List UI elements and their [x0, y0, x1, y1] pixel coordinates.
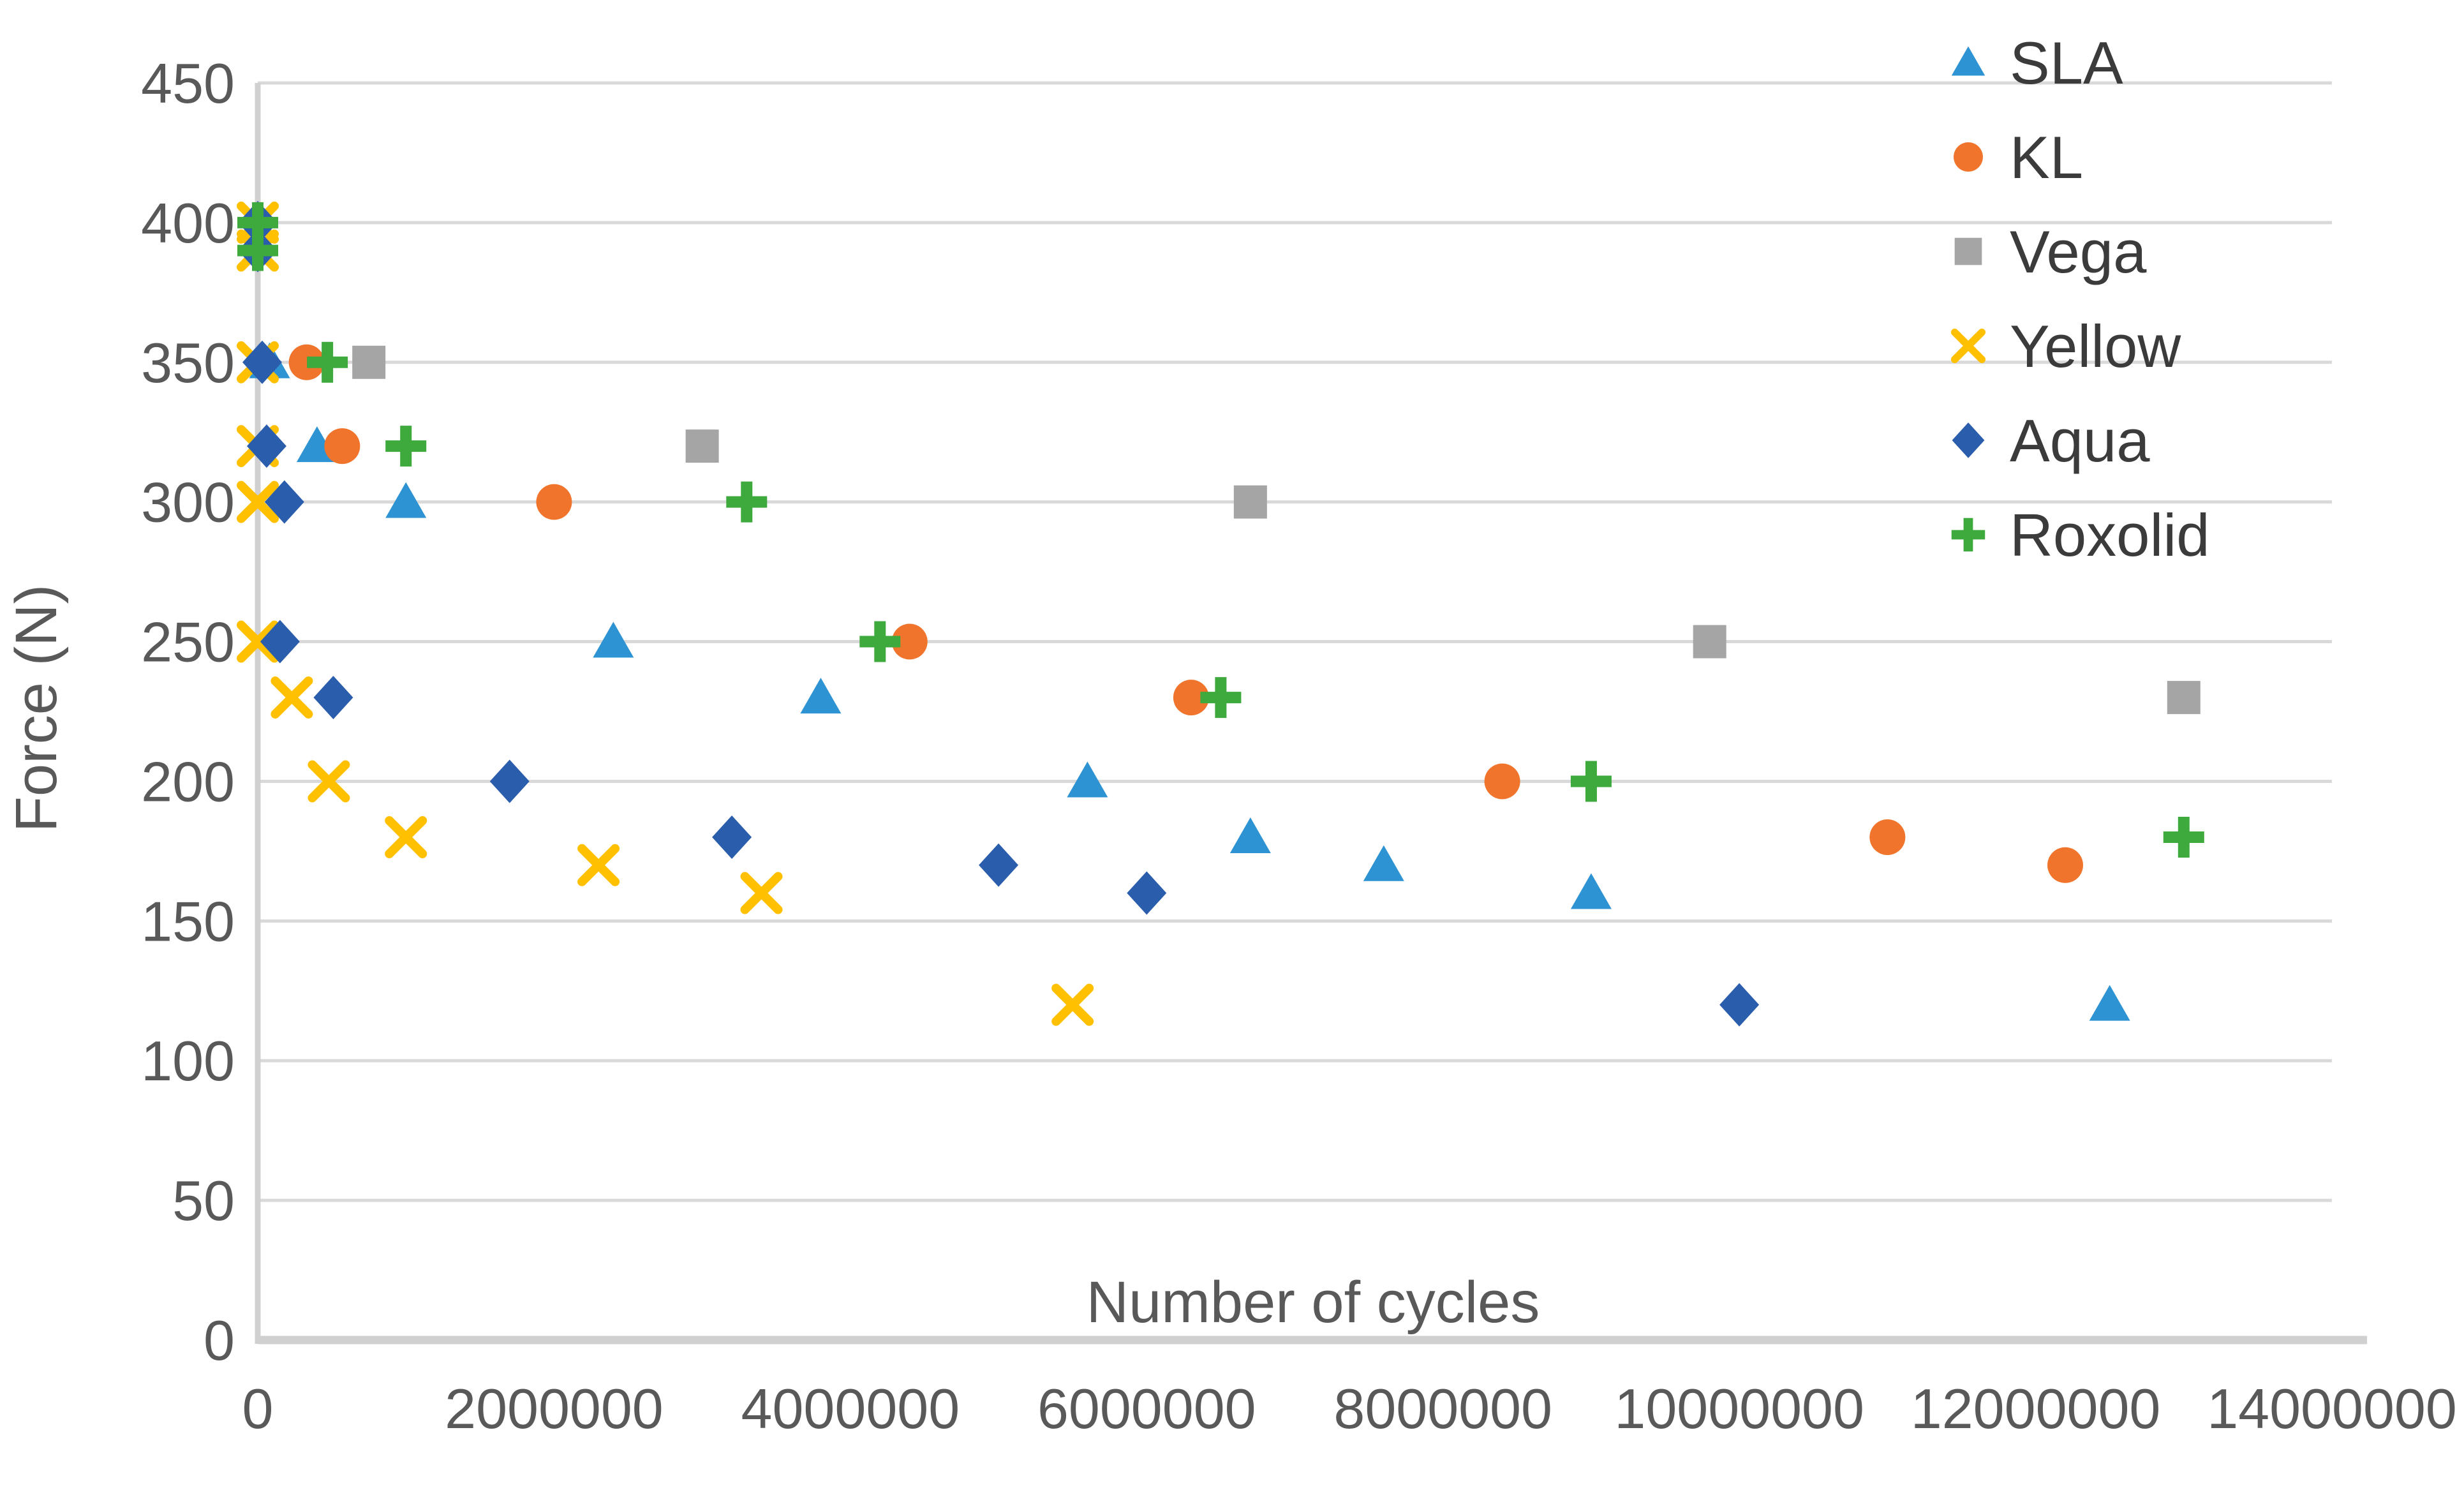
- x-tick-label: 4000000: [741, 1377, 960, 1440]
- data-point-vega: [1233, 485, 1267, 519]
- series-aqua: [238, 200, 1760, 1027]
- x-tick-label: 2000000: [445, 1377, 664, 1440]
- x-tick-label: 8000000: [1333, 1377, 1552, 1440]
- legend: SLA KL Vega Yellow Aqua Roxolid: [1950, 29, 2210, 569]
- legend-marker-sla: [1951, 46, 1985, 76]
- data-point-kl: [536, 484, 572, 520]
- data-point-kl: [2047, 847, 2084, 883]
- data-point-aqua: [1719, 983, 1760, 1027]
- y-tick-label: 300: [141, 471, 235, 534]
- data-point-kl: [1869, 819, 1906, 855]
- data-point-yellow: [740, 872, 783, 914]
- data-point-sla: [800, 678, 842, 714]
- tick-labels-layer: 0 50 100 150 200 250 300 350 400 450 0 2000000 40000…: [141, 52, 2457, 1440]
- legend-marker-roxolid: [1951, 518, 1985, 552]
- data-point-yellow: [577, 844, 620, 886]
- y-axis-title: Force (N): [4, 585, 69, 832]
- data-point-roxolid: [1200, 677, 1242, 719]
- data-point-vega: [352, 345, 386, 379]
- data-point-sla: [593, 622, 634, 658]
- data-point-aqua: [313, 676, 353, 720]
- legend-item-sla: SLA: [1951, 29, 2123, 96]
- x-tick-label: 14000000: [2207, 1377, 2457, 1440]
- x-tick-label: 0: [242, 1377, 274, 1440]
- data-point-yellow: [237, 480, 279, 523]
- data-point-aqua: [979, 843, 1019, 887]
- data-point-aqua: [246, 424, 286, 468]
- series-roxolid: [237, 202, 2204, 858]
- data-point-sla: [1067, 761, 1108, 798]
- data-point-roxolid: [385, 426, 427, 467]
- data-points-layer: [237, 200, 2204, 1027]
- legend-label-kl: KL: [2010, 124, 2083, 191]
- legend-label-aqua: Aqua: [2010, 407, 2150, 474]
- y-tick-label: 100: [141, 1029, 235, 1092]
- legend-marker-aqua: [1952, 422, 1985, 458]
- series-vega: [352, 345, 2201, 715]
- series-kl: [288, 344, 2084, 883]
- data-point-roxolid: [237, 230, 278, 271]
- legend-label-yellow: Yellow: [2010, 313, 2181, 380]
- axes-layer: [255, 83, 2367, 1344]
- legend-label-roxolid: Roxolid: [2010, 502, 2210, 569]
- data-point-yellow: [271, 676, 313, 719]
- legend-item-aqua: Aqua: [1952, 407, 2150, 474]
- legend-item-vega: Vega: [1954, 218, 2147, 285]
- data-point-sla: [2089, 985, 2130, 1021]
- data-point-kl: [1173, 680, 1209, 716]
- data-point-aqua: [242, 340, 282, 384]
- data-point-kl: [288, 344, 325, 380]
- data-point-yellow: [237, 620, 279, 663]
- legend-item-kl: KL: [1954, 124, 2083, 191]
- data-point-aqua: [1127, 871, 1167, 915]
- legend-marker-kl: [1954, 142, 1983, 172]
- data-point-aqua: [712, 816, 752, 859]
- data-point-roxolid: [726, 481, 768, 523]
- data-point-sla: [1570, 873, 1612, 909]
- data-point-yellow: [1051, 983, 1094, 1026]
- data-point-roxolid: [2163, 817, 2204, 858]
- x-tick-label: 6000000: [1037, 1377, 1256, 1440]
- legend-item-yellow: Yellow: [1950, 313, 2181, 380]
- series-yellow: [237, 201, 1094, 1026]
- legend-item-roxolid: Roxolid: [1951, 502, 2210, 569]
- data-point-roxolid: [307, 341, 348, 383]
- data-point-vega: [1693, 625, 1726, 659]
- legend-label-sla: SLA: [2010, 29, 2123, 96]
- y-tick-label: 250: [141, 611, 235, 674]
- data-point-sla: [385, 482, 427, 518]
- y-tick-label: 150: [141, 890, 235, 953]
- data-point-aqua: [264, 480, 304, 524]
- data-point-kl: [324, 428, 360, 465]
- x-tick-label: 10000000: [1614, 1377, 1864, 1440]
- y-tick-label: 50: [172, 1169, 235, 1232]
- y-tick-label: 450: [141, 52, 235, 115]
- data-point-yellow: [308, 760, 350, 803]
- data-point-kl: [891, 623, 928, 660]
- data-point-aqua: [260, 620, 300, 664]
- data-point-sla: [1229, 817, 1271, 853]
- data-point-kl: [1484, 763, 1520, 800]
- y-tick-label: 200: [141, 750, 235, 813]
- data-point-vega: [685, 429, 719, 463]
- legend-label-vega: Vega: [2010, 218, 2147, 285]
- y-tick-label: 0: [204, 1309, 235, 1372]
- data-point-yellow: [385, 816, 427, 858]
- data-point-roxolid: [859, 621, 901, 662]
- data-point-sla: [1363, 845, 1404, 881]
- data-point-roxolid: [1570, 761, 1612, 802]
- y-tick-label: 400: [141, 191, 235, 255]
- legend-marker-yellow: [1950, 328, 1986, 364]
- x-tick-label: 12000000: [1911, 1377, 2161, 1440]
- data-point-vega: [2167, 681, 2201, 715]
- data-point-aqua: [489, 759, 530, 803]
- x-axis-title: Number of cycles: [1087, 1270, 1540, 1335]
- legend-marker-vega: [1954, 237, 1982, 265]
- y-tick-label: 350: [141, 331, 235, 394]
